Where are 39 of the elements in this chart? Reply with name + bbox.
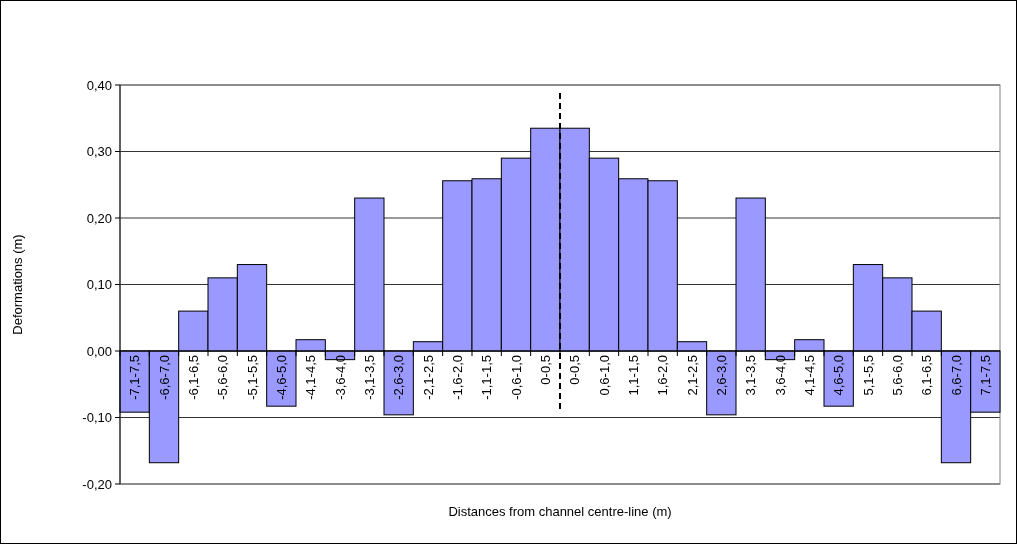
- y-tick-label: -0,10: [82, 410, 112, 426]
- y-tick-label: 0,40: [86, 77, 112, 93]
- x-tick-label: -1,6-2,0: [449, 355, 465, 400]
- y-tick-label: 0,30: [86, 144, 112, 160]
- x-tick-label: 3,1-3,5: [743, 355, 759, 396]
- x-tick-label: -4,6-5,0: [273, 355, 289, 400]
- x-tick-label: -5,1-5,5: [244, 355, 260, 400]
- x-tick-label: 2,1-2,5: [684, 355, 700, 396]
- x-tick-label: 6,6-7,0: [948, 355, 964, 396]
- x-tick-label: 0,6-1,0: [596, 355, 612, 396]
- x-tick-label: 6,1-6,5: [919, 355, 935, 396]
- x-tick-label: -6,1-6,5: [185, 355, 201, 400]
- y-tick-label: 0,20: [86, 210, 112, 226]
- x-tick-label: 3,6-4,0: [772, 355, 788, 396]
- x-tick-label: -2,1-2,5: [420, 355, 436, 400]
- x-tick-label: -5,6-6,0: [215, 355, 231, 400]
- y-tick-label: 0,00: [86, 343, 112, 359]
- x-tick-label: 1,6-2,0: [655, 355, 671, 396]
- y-tick-label: -0,20: [82, 476, 112, 492]
- x-tick-label: -2,6-3,0: [391, 355, 407, 400]
- x-tick-label: -3,1-3,5: [361, 355, 377, 400]
- x-tick-label: 5,1-5,5: [860, 355, 876, 396]
- x-tick-label: 2,6-3,0: [713, 355, 729, 396]
- x-tick-label: -0,6-1,0: [508, 355, 524, 400]
- x-tick-label: -6,6-7,0: [156, 355, 172, 400]
- x-tick-label: -1,1-1,5: [479, 355, 495, 400]
- x-tick-label: -7,1-7,5: [127, 355, 143, 400]
- y-axis-title: Deformations (m): [10, 234, 25, 335]
- x-tick-label: 7,1-7,5: [977, 355, 993, 396]
- x-tick-label: -3,6-4,0: [332, 355, 348, 400]
- x-tick-label: 5,6-6,0: [889, 355, 905, 396]
- x-tick-label: 0-0,5: [567, 355, 583, 385]
- y-tick-label: 0,10: [86, 277, 112, 293]
- x-tick-label: 0-0,5: [537, 355, 553, 385]
- x-axis-title: Distances from channel centre-line (m): [448, 504, 672, 519]
- x-tick-label: 4,6-5,0: [831, 355, 847, 396]
- x-tick-label: -4,1-4,5: [303, 355, 319, 400]
- x-tick-label: 4,1-4,5: [801, 355, 817, 396]
- x-tick-label: 1,1-1,5: [625, 355, 641, 396]
